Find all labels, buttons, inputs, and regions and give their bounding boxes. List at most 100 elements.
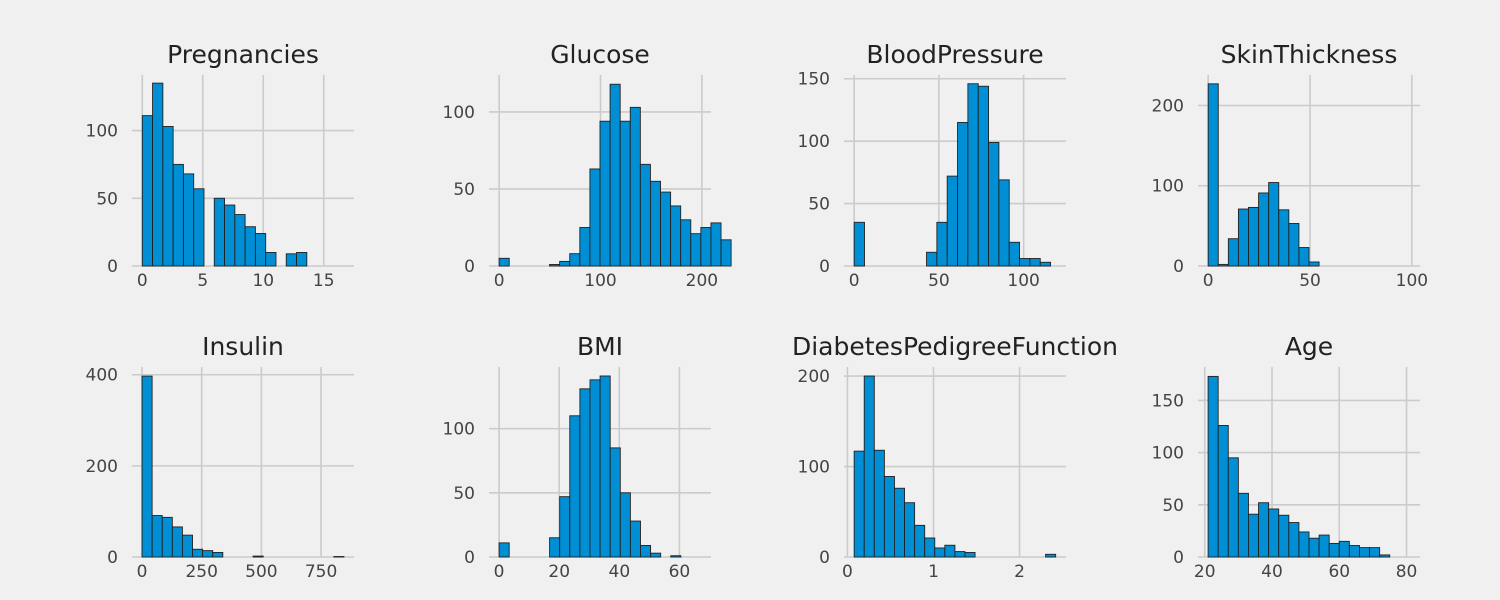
histogram-bar [1029, 258, 1041, 267]
histogram-bar [946, 175, 958, 267]
x-tick-label: 0 [849, 271, 860, 291]
histogram-bar [254, 233, 267, 267]
histogram-bar [1019, 258, 1031, 267]
histogram-bar [1298, 247, 1310, 267]
histogram-bar [1258, 192, 1270, 267]
histogram-bar [1308, 537, 1320, 558]
y-tick-label: 0 [819, 257, 830, 277]
histogram-0: Pregnancies 0 5 10 15 0 50 100 [86, 40, 354, 291]
histogram-bar [639, 163, 651, 267]
histogram-bar [1288, 522, 1300, 558]
x-tick-label: 200 [686, 271, 718, 291]
x-tick-label: 1 [928, 562, 939, 582]
y-tick-label: 100 [86, 122, 118, 142]
histogram-bar [1248, 206, 1260, 267]
y-tick-label: 0 [107, 548, 118, 568]
histogram-bar [1237, 208, 1249, 267]
histogram-bar [1217, 425, 1229, 558]
x-tick-label: 40 [1261, 562, 1283, 582]
histogram-bar [700, 227, 712, 267]
histogram-bar [649, 180, 661, 267]
histogram-bar [863, 375, 875, 558]
y-tick-label: 50 [453, 180, 475, 200]
histogram-bar [650, 552, 662, 558]
histogram-bar [193, 188, 205, 267]
x-tick-label: 0 [842, 562, 853, 582]
x-tick-label: 500 [245, 562, 277, 582]
histogram-bar [964, 552, 976, 558]
histogram-bar [296, 252, 308, 267]
x-tick-label: 40 [609, 562, 631, 582]
histogram-bar [265, 252, 277, 267]
histogram-bar [569, 253, 581, 267]
subplot-title: Insulin [202, 332, 284, 361]
histogram-6: DiabetesPedigreeFunction 0 1 2 0 100 200 [792, 332, 1118, 582]
histogram-bar [957, 121, 969, 267]
histogram-bar [720, 239, 732, 267]
y-tick-label: 0 [819, 548, 830, 568]
histogram-bar [1359, 547, 1370, 558]
histogram-bar [853, 450, 865, 558]
histogram-bar [853, 221, 865, 267]
x-tick-label: 20 [1194, 562, 1216, 582]
histogram-bar [1318, 534, 1330, 558]
histogram-2: BloodPressure 0 50 100 0 50 100 150 [798, 40, 1066, 291]
histogram-bar [181, 534, 193, 558]
y-tick-label: 100 [443, 420, 475, 440]
x-tick-label: 100 [1396, 271, 1428, 291]
subplot-title: SkinThickness [1221, 40, 1398, 69]
histogram-bar [549, 264, 561, 267]
histogram-bar [589, 168, 601, 267]
x-tick-label: 0 [137, 562, 148, 582]
histogram-bar [944, 544, 956, 558]
histogram-bar [629, 106, 641, 267]
histogram-bar [589, 379, 601, 558]
y-tick-label: 50 [96, 189, 118, 209]
histogram-bar [213, 197, 226, 267]
histogram-bar [1039, 261, 1052, 267]
histogram-bar [151, 515, 163, 558]
histogram-bar [1379, 554, 1391, 558]
histogram-bar [559, 496, 571, 558]
histogram-bar [1227, 457, 1239, 558]
histogram-bar [1217, 263, 1229, 267]
histogram-bar [244, 226, 256, 267]
histogram-bar [619, 492, 631, 558]
histogram-bar [182, 173, 195, 267]
histogram-bar [559, 260, 571, 267]
histogram-bar [954, 551, 966, 558]
histogram-bar [1338, 540, 1350, 558]
subplot-title: BMI [577, 332, 623, 361]
subplot-title: Age [1285, 332, 1333, 361]
histogram-bar [152, 82, 164, 267]
histogram-bar [172, 163, 184, 267]
histogram-bar [285, 253, 297, 267]
histogram-bar [690, 233, 702, 267]
histogram-bar [1348, 545, 1360, 558]
histogram-bar [710, 222, 722, 267]
histogram-bar [988, 141, 1000, 267]
histogram-bar [1369, 547, 1381, 558]
histogram-bar [1008, 241, 1021, 267]
histogram-bar [1268, 182, 1280, 267]
histogram-bar [1278, 514, 1290, 558]
y-tick-label: 50 [453, 484, 475, 504]
x-tick-label: 15 [313, 271, 335, 291]
histogram-bar [934, 547, 946, 558]
y-tick-label: 200 [1152, 96, 1184, 116]
histogram-bar [192, 548, 204, 558]
x-tick-label: 0 [1203, 271, 1214, 291]
histogram-bar [936, 221, 948, 267]
histogram-bar [670, 555, 682, 558]
histogram-1: Glucose 0 100 200 0 50 100 [443, 40, 732, 291]
subplot-title: Glucose [550, 40, 650, 69]
x-tick-label: 0 [494, 562, 505, 582]
histogram-bar [202, 550, 214, 558]
histogram-bar [549, 537, 561, 558]
x-tick-label: 60 [1328, 562, 1350, 582]
y-tick-label: 100 [1152, 177, 1184, 197]
histogram-bar [660, 191, 672, 267]
histogram-bar [670, 205, 682, 267]
histogram-bar [579, 388, 591, 558]
